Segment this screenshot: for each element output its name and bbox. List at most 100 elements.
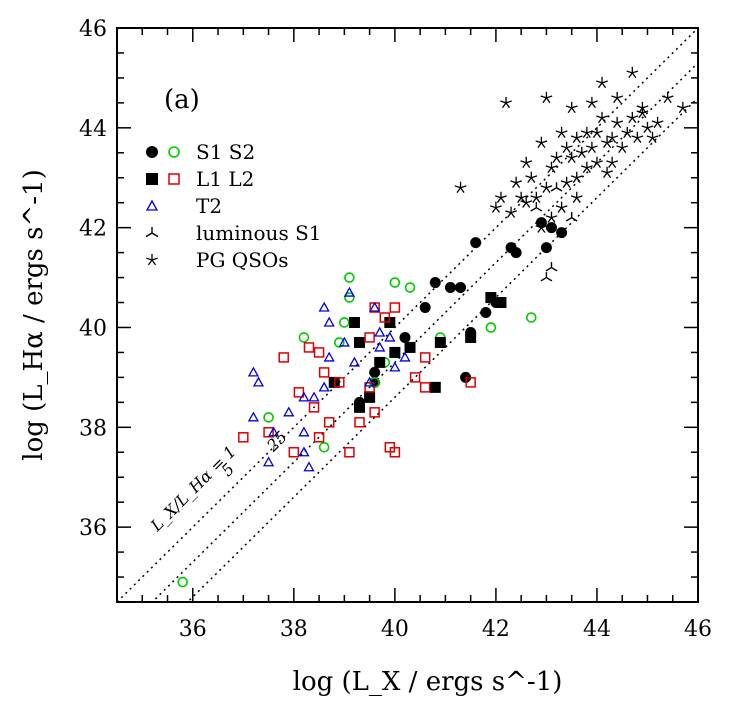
data-point bbox=[611, 91, 624, 104]
data-point bbox=[570, 131, 583, 144]
data-point bbox=[444, 282, 456, 294]
data-point bbox=[419, 352, 431, 363]
data-point bbox=[313, 347, 325, 358]
ratio-line bbox=[186, 97, 698, 602]
data-point bbox=[606, 131, 619, 144]
data-point bbox=[490, 201, 502, 213]
data-point bbox=[268, 426, 280, 437]
data-point bbox=[288, 447, 300, 458]
data-point bbox=[389, 277, 401, 288]
data-point bbox=[565, 212, 578, 222]
legend-marker bbox=[168, 173, 180, 185]
data-point bbox=[323, 417, 335, 428]
data-point bbox=[626, 66, 639, 79]
data-point bbox=[651, 116, 664, 129]
data-point bbox=[540, 181, 553, 193]
data-point bbox=[298, 446, 310, 457]
data-point bbox=[419, 382, 431, 393]
legend-label: S1 S2 bbox=[196, 140, 255, 164]
data-point bbox=[550, 151, 563, 164]
x-tick-label: 36 bbox=[179, 617, 207, 642]
data-point bbox=[343, 286, 356, 297]
y-tick-label: 42 bbox=[79, 217, 107, 242]
data-point bbox=[520, 156, 533, 169]
legend-marker bbox=[146, 146, 158, 158]
data-point bbox=[308, 402, 320, 413]
data-point bbox=[535, 136, 548, 149]
data-point bbox=[409, 372, 421, 383]
data-point bbox=[323, 316, 335, 327]
x-tick-label: 42 bbox=[482, 617, 510, 642]
data-point bbox=[389, 302, 401, 313]
data-point bbox=[585, 141, 598, 154]
data-point bbox=[560, 141, 573, 154]
data-point bbox=[404, 341, 416, 353]
data-point bbox=[364, 332, 375, 343]
series-l1 bbox=[328, 292, 507, 413]
data-point bbox=[545, 262, 558, 272]
data-point bbox=[177, 576, 188, 588]
data-point bbox=[591, 126, 603, 139]
data-point bbox=[369, 407, 380, 418]
data-point bbox=[263, 427, 274, 438]
series-t2 bbox=[247, 286, 411, 472]
y-tick-label: 38 bbox=[79, 416, 107, 441]
data-point bbox=[238, 432, 249, 443]
data-point bbox=[565, 101, 578, 114]
data-point bbox=[283, 406, 295, 417]
data-point bbox=[354, 336, 366, 348]
legend-item: luminous S1 bbox=[145, 221, 322, 245]
x-tick-label: 46 bbox=[684, 617, 712, 642]
series-l2 bbox=[238, 302, 476, 458]
data-point bbox=[399, 331, 411, 343]
data-point bbox=[646, 131, 659, 144]
data-point bbox=[465, 377, 476, 388]
data-point bbox=[596, 111, 608, 124]
series-luminous-s1 bbox=[530, 182, 578, 282]
y-tick-label: 46 bbox=[79, 17, 107, 42]
data-point bbox=[247, 366, 260, 377]
legend-label: PG QSOs bbox=[196, 248, 289, 272]
data-point bbox=[520, 196, 533, 208]
data-point bbox=[323, 351, 335, 362]
data-point bbox=[348, 316, 360, 328]
data-point bbox=[525, 312, 537, 323]
legend: S1 S2 L1 L2 T2 luminous S1 PG QSOs bbox=[145, 140, 322, 272]
data-point bbox=[429, 381, 441, 393]
data-point bbox=[374, 326, 386, 337]
data-point bbox=[580, 161, 593, 173]
series-pg-qsos bbox=[454, 66, 689, 233]
x-tick-label: 38 bbox=[280, 617, 308, 642]
data-point bbox=[333, 337, 345, 348]
data-point bbox=[550, 182, 563, 192]
data-point bbox=[631, 131, 644, 144]
data-point bbox=[298, 332, 310, 343]
data-point bbox=[485, 322, 497, 333]
ratio-line bbox=[117, 28, 698, 602]
data-point bbox=[344, 447, 355, 458]
data-point bbox=[495, 191, 507, 203]
data-point bbox=[545, 161, 558, 173]
data-point bbox=[339, 317, 350, 328]
data-point bbox=[500, 96, 512, 109]
data-point bbox=[303, 461, 315, 472]
data-point bbox=[540, 91, 553, 104]
data-point bbox=[641, 121, 654, 134]
data-point bbox=[278, 352, 289, 363]
data-point bbox=[601, 166, 613, 178]
data-point bbox=[560, 176, 573, 188]
data-point bbox=[389, 361, 401, 372]
data-point bbox=[338, 336, 350, 347]
data-points bbox=[177, 66, 689, 588]
x-axis-label: log (L_X / ergs s^-1) bbox=[293, 667, 563, 697]
data-point bbox=[318, 367, 330, 378]
data-point bbox=[616, 141, 629, 154]
data-point bbox=[384, 331, 396, 342]
x-tick-label: 40 bbox=[381, 617, 409, 642]
data-point bbox=[591, 156, 603, 169]
data-point bbox=[374, 356, 386, 368]
data-point bbox=[510, 176, 523, 188]
data-point bbox=[606, 156, 619, 169]
data-point bbox=[621, 126, 634, 139]
legend-item: S1 S2 bbox=[146, 140, 255, 164]
